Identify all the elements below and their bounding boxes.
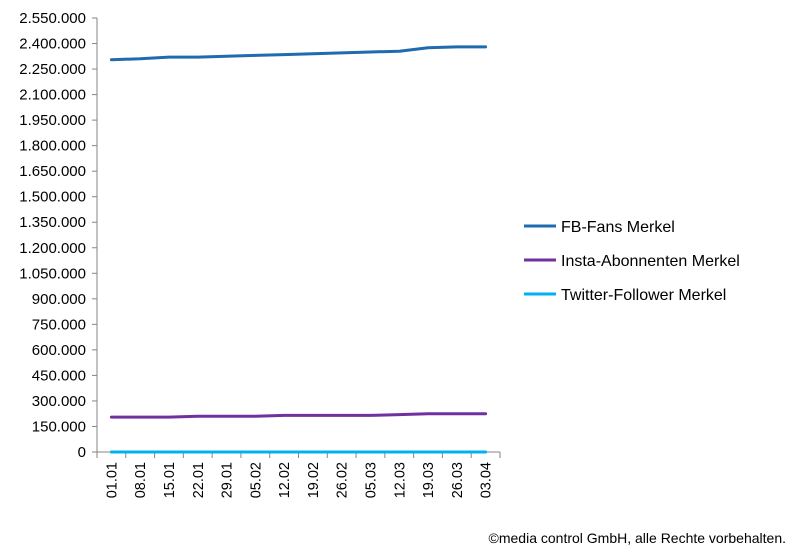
y-tick-label: 2.250.000 (19, 61, 86, 78)
y-tick-label: 2.550.000 (19, 10, 86, 27)
x-tick-label: 22.01 (191, 462, 207, 498)
x-tick-label: 26.02 (335, 462, 351, 498)
y-tick-label: 2.100.000 (19, 87, 86, 104)
x-tick-label: 05.02 (248, 462, 264, 498)
x-tick-label: 05.03 (363, 462, 379, 498)
x-tick-label: 12.02 (277, 462, 293, 498)
x-axis-ticks: 01.01 08.01 15.01 22.01 29.01 05.02 12.02 19.02… (96, 452, 501, 498)
x-tick-label: 15.01 (162, 462, 178, 498)
y-tick-label: 1.500.000 (19, 189, 86, 206)
y-tick-label: 900.000 (32, 291, 86, 308)
legend-entry: Twitter-Follower Merkel (561, 287, 726, 304)
y-tick-label: 1.350.000 (19, 214, 86, 231)
y-tick-label: 600.000 (32, 342, 86, 359)
series-line-insta-abonnenten-merkel (109, 412, 488, 419)
y-axis-ticks: 0 150.000 300.000 450.000 600.000 750.000 900.… (19, 10, 97, 461)
y-tick-label: 0 (78, 444, 86, 461)
y-tick-label: 1.800.000 (19, 138, 86, 155)
x-tick-label: 19.03 (421, 462, 437, 498)
y-tick-label: 150.000 (32, 418, 86, 435)
x-tick-label: 12.03 (392, 462, 408, 498)
y-tick-label: 1.200.000 (19, 240, 86, 257)
x-tick-label: 29.01 (220, 462, 236, 498)
y-tick-label: 2.400.000 (19, 36, 86, 53)
series-lines (109, 45, 488, 454)
series-line-fb-fans-merkel (109, 45, 488, 62)
y-tick-label: 450.000 (32, 367, 86, 384)
x-tick-label: 01.01 (104, 462, 120, 498)
y-tick-label: 750.000 (32, 316, 86, 333)
y-tick-label: 1.050.000 (19, 265, 86, 282)
x-tick-label: 19.02 (306, 462, 322, 498)
x-tick-label: 08.01 (133, 462, 149, 498)
legend-entry: Insta-Abonnenten Merkel (561, 253, 740, 270)
y-tick-label: 1.650.000 (19, 163, 86, 180)
x-tick-label: 26.03 (450, 462, 466, 498)
y-tick-label: 1.950.000 (19, 112, 86, 129)
copyright-footer: ©media control GmbH, alle Rechte vorbeha… (489, 530, 786, 546)
y-tick-label: 300.000 (32, 393, 86, 410)
legend-entry: FB-Fans Merkel (561, 219, 675, 236)
x-tick-label: 03.04 (479, 462, 495, 498)
legend: FB-Fans Merkel Insta-Abonnenten Merkel Twi… (524, 219, 740, 304)
